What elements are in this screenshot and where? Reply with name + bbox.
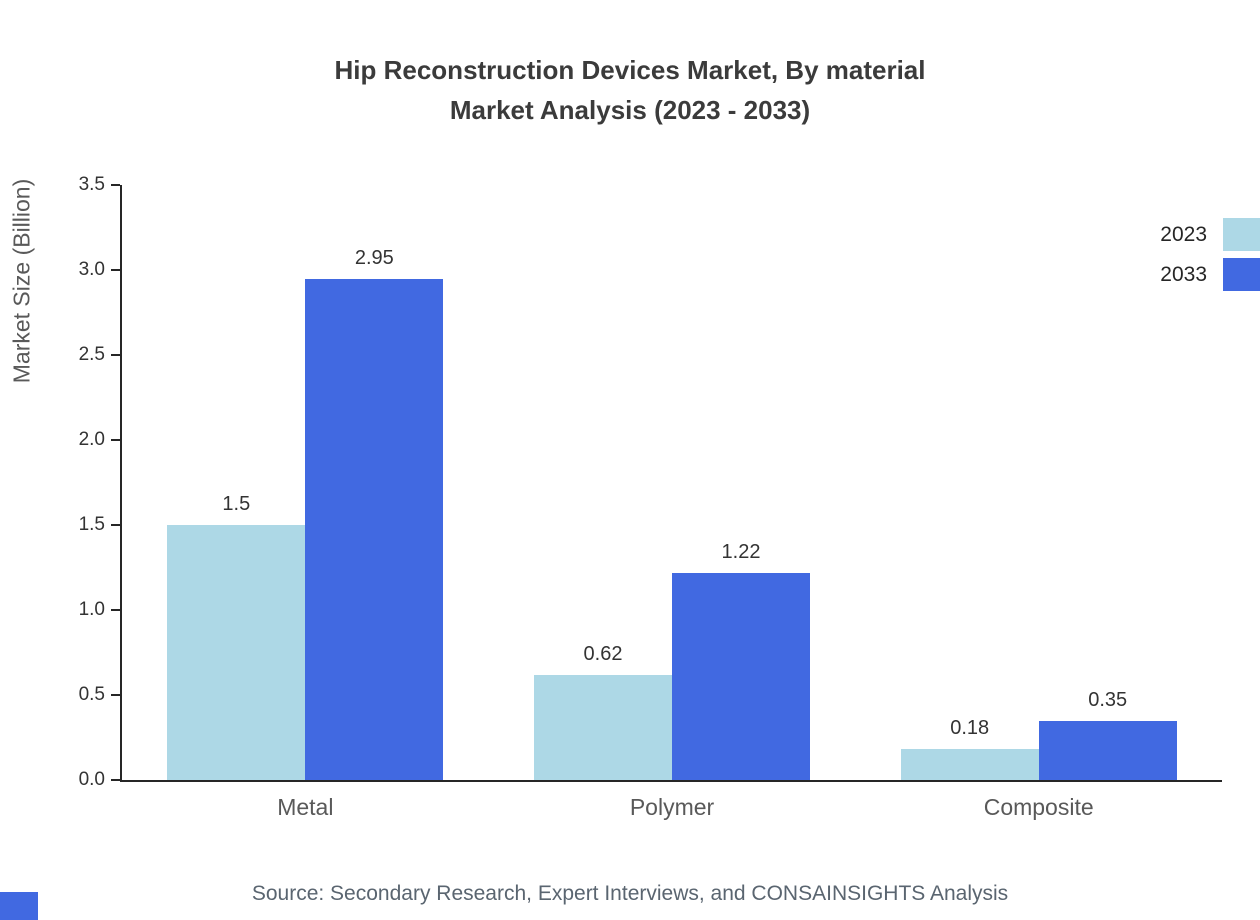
bar-value-label: 1.22 (721, 540, 761, 563)
y-tick-label: 1.0 (78, 599, 105, 620)
legend-swatch (1223, 258, 1260, 291)
legend: 2023 2033 (1160, 218, 1260, 291)
category-label-polymer: Polymer (629, 794, 715, 820)
plot-area: 1.5 2.95 Metal 0.62 1.22 Polymer 0.18 0.35 Compo… (120, 185, 1222, 820)
bar-2023-composite: 0.18 (900, 717, 1039, 780)
bar-2023-polymer: 0.62 (534, 643, 672, 780)
y-tick-label: 0.0 (78, 769, 105, 790)
y-tick-label: 1.5 (78, 514, 105, 535)
legend-item-2033: 2033 (1160, 258, 1260, 291)
source-attribution: Source: Secondary Research, Expert Inter… (251, 882, 1009, 905)
y-tick-mark (111, 354, 120, 356)
bar-value-label: 2.95 (354, 246, 394, 269)
category-label-composite: Composite (983, 794, 1094, 820)
y-tick: 0.5 (79, 684, 120, 706)
bar-value-label: 1.5 (222, 493, 251, 515)
y-tick-label: 3.0 (78, 259, 105, 280)
y-tick: 2.0 (79, 429, 120, 451)
y-tick: 1.5 (79, 514, 120, 536)
bar-2033-polymer: 1.22 (672, 541, 810, 780)
bar-value-label: 0.18 (950, 717, 990, 740)
y-tick: 3.0 (79, 259, 120, 281)
y-tick-mark (111, 184, 120, 186)
y-tick-label: 2.0 (78, 429, 105, 450)
y-tick-mark (111, 439, 120, 441)
bar-value-label: 0.62 (583, 642, 623, 665)
y-tick-mark (111, 694, 120, 696)
bar-2023-metal: 1.5 (167, 493, 306, 780)
y-tick-label: 2.5 (78, 344, 105, 365)
bar-group-polymer: 0.62 1.22 Polymer (489, 185, 856, 820)
bar-value-label: 0.35 (1088, 688, 1128, 711)
y-tick: 1.0 (79, 599, 120, 621)
legend-swatch (1223, 218, 1260, 251)
brand-corner-mark (0, 892, 38, 920)
y-tick-mark (111, 524, 120, 526)
legend-item-2023: 2023 (1160, 218, 1260, 251)
bar-2033-metal: 2.95 (305, 247, 444, 780)
bar-2033-composite: 0.35 (1038, 689, 1177, 780)
y-tick: 0.0 (79, 769, 120, 791)
chart-title-line-2: Market Analysis (2023 - 2033) (449, 95, 811, 125)
y-tick-label: 3.5 (78, 174, 105, 195)
legend-label: 2023 (1160, 222, 1207, 246)
y-tick-mark (111, 269, 120, 271)
y-tick-label: 0.5 (78, 684, 105, 705)
y-tick: 2.5 (79, 344, 120, 366)
legend-label: 2033 (1160, 262, 1207, 286)
y-axis-ticks: 0.0 0.5 1.0 1.5 2.0 2.5 3.0 3.5 (0, 174, 120, 790)
chart-title: Hip Reconstruction Devices Market, By ma… (0, 50, 1260, 130)
y-tick-mark (111, 609, 120, 611)
bar-group-metal: 1.5 2.95 Metal (122, 185, 489, 820)
y-tick: 3.5 (79, 174, 120, 196)
y-tick-mark (111, 779, 120, 781)
bar-group-composite: 0.18 0.35 Composite (855, 185, 1222, 820)
chart-title-line-1: Hip Reconstruction Devices Market, By ma… (334, 55, 926, 85)
category-label-metal: Metal (277, 794, 334, 820)
